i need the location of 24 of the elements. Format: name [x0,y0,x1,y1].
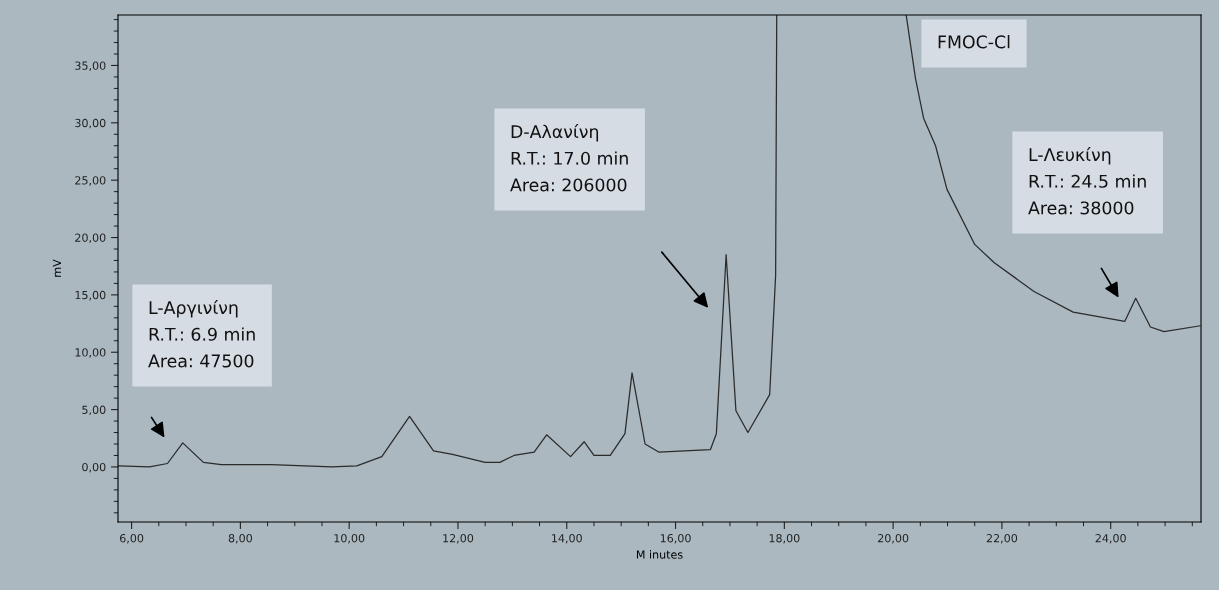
y-tick-label: 5,00 [82,405,106,416]
x-tick-label: 24,00 [1095,534,1126,544]
y-tick-label: 15,00 [75,290,106,301]
x-tick-label: 14,00 [552,534,582,544]
x-tick-label: 10,00 [334,534,365,544]
x-tick-label: 16,00 [660,534,691,544]
y-tick-label: 30,00 [75,118,106,129]
y-tick-label: 25,00 [75,176,106,186]
x-tick-label: 22,00 [986,534,1018,544]
x-tick-label: 6,00 [120,534,144,544]
annotation: FMOC-Cl [938,35,1010,49]
annotation: L-Αργινίνη R.T.: 6.9 min Area: 47500 [148,300,255,368]
y-tick-label: 10,00 [75,348,106,358]
x-tick-label: 12,00 [443,534,474,544]
y-axis-title: mV [52,259,61,277]
y-tick-label: 0,00 [82,462,106,473]
annotation: D-Αλανίνη R.T.: 17.0 min Area: 206000 [510,124,628,192]
y-tick-label: 20,00 [75,233,106,244]
x-tick-label: 18,00 [769,534,800,544]
x-tick-label: 20,00 [878,534,909,544]
x-axis-title: M inutes [636,550,683,559]
x-tick-label: 8,00 [228,534,253,544]
y-tick-label: 35,00 [75,61,106,71]
annotation: L-Λευκίνη R.T.: 24.5 min Area: 38000 [1028,147,1146,215]
